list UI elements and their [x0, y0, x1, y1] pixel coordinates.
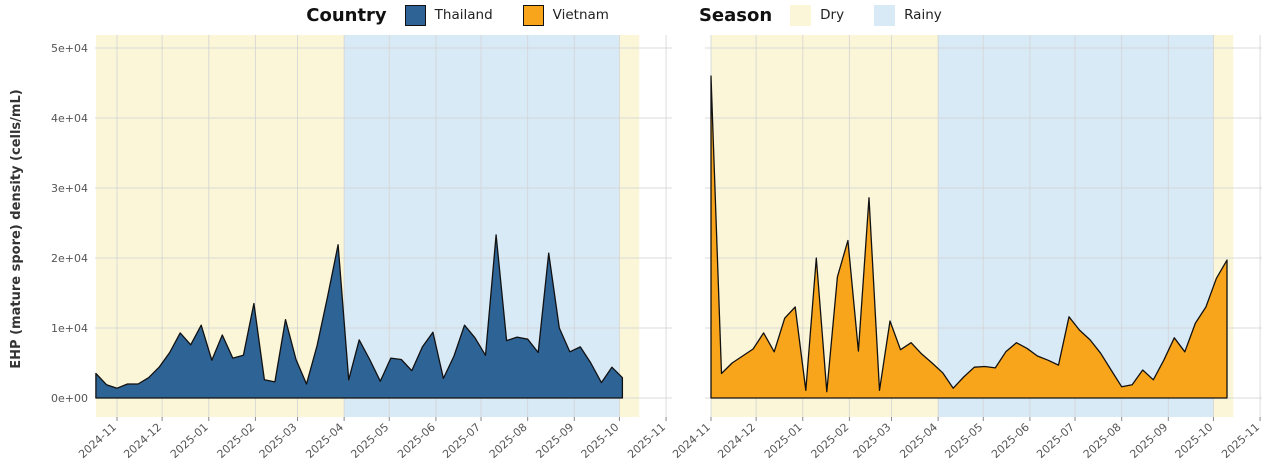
legend: Country Thailand Vietnam Season Dry Rain…	[0, 0, 1264, 30]
x-tick-label: 2025-02	[809, 421, 852, 461]
x-tick-label: 2025-07	[1034, 421, 1077, 461]
vietnam-label: Vietnam	[552, 7, 609, 23]
x-tick-label: 2025-04	[897, 421, 940, 461]
legend-country-title: Country	[306, 4, 387, 26]
rainy-label: Rainy	[904, 7, 942, 23]
y-tick-label: 2e+04	[51, 252, 88, 265]
x-tick-label: 2025-05	[348, 421, 391, 461]
y-tick-label: 5e+04	[51, 42, 88, 55]
y-tick-label: 3e+04	[51, 182, 88, 195]
x-tick-label: 2024-11	[670, 421, 713, 461]
x-tick-label: 2025-10	[1173, 421, 1216, 461]
thailand-swatch	[404, 4, 426, 26]
legend-item-dry: Dry	[790, 4, 845, 26]
x-tick-label: 2025-03	[851, 421, 894, 461]
x-tick-label: 2025-10	[579, 421, 622, 461]
x-tick-label: 2025-02	[215, 421, 258, 461]
legend-season-title: Season	[698, 4, 773, 26]
x-tick-label: 2025-08	[1081, 421, 1124, 461]
dry-swatch	[790, 4, 812, 26]
x-tick-label: 2025-07	[440, 421, 483, 461]
x-tick-label: 2025-11	[625, 421, 668, 461]
x-tick-label: 2025-08	[487, 421, 530, 461]
legend-item-vietnam: Vietnam	[522, 4, 609, 26]
season-band-dry	[619, 35, 640, 417]
vietnam-area	[710, 75, 1228, 399]
x-tick-label: 2024-12	[121, 421, 164, 461]
x-tick-label: 2025-01	[168, 421, 211, 461]
y-tick-label: 0e+00	[51, 392, 88, 405]
rainy-swatch	[874, 4, 896, 26]
x-tick-label: 2025-06	[989, 421, 1032, 461]
y-tick-label: 4e+04	[51, 112, 88, 125]
vietnam-swatch	[522, 4, 544, 26]
x-tick-label: 2025-04	[303, 421, 346, 461]
legend-item-thailand: Thailand	[404, 4, 493, 26]
x-tick-label: 2025-05	[942, 421, 985, 461]
x-tick-label: 2025-11	[1219, 421, 1262, 461]
x-tick-label: 2025-09	[533, 421, 576, 461]
x-tick-label: 2025-03	[257, 421, 300, 461]
chart-canvas: 2024-11 2024-12 2025-01 2025-02 2025-03 2025-…	[51, 35, 1262, 461]
legend-item-rainy: Rainy	[874, 4, 942, 26]
dry-label: Dry	[820, 7, 845, 23]
x-tick-label: 2025-09	[1127, 421, 1170, 461]
y-tick-label: 1e+04	[51, 322, 88, 335]
thailand-label: Thailand	[434, 7, 493, 23]
thailand-area	[95, 234, 624, 399]
x-tick-label: 2025-01	[762, 421, 805, 461]
x-tick-label: 2024-12	[715, 421, 758, 461]
x-tick-label: 2025-06	[395, 421, 438, 461]
x-tick-label: 2024-11	[76, 421, 119, 461]
